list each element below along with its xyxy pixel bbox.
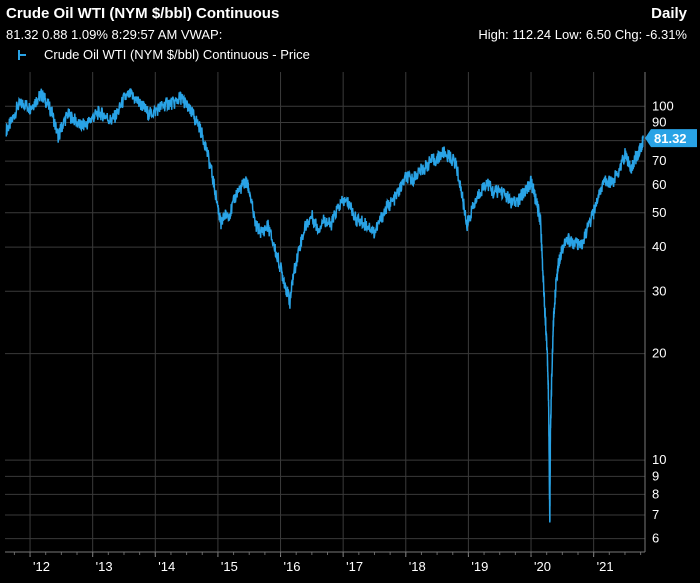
y-tick-label: 10 <box>652 452 666 467</box>
last-price-marker: 81.32 <box>645 129 697 148</box>
x-tick-label: '17 <box>346 559 363 574</box>
y-tick-label: 8 <box>652 486 659 501</box>
legend[interactable]: Crude Oil WTI (NYM $/bbl) Continuous - P… <box>14 47 310 62</box>
y-tick-label: 40 <box>652 239 666 254</box>
y-tick-label: 90 <box>652 114 666 129</box>
x-tick-label: '14 <box>158 559 175 574</box>
last-price-tag <box>645 129 697 148</box>
range-stats: High: 112.24 Low: 6.50 Chg: -6.31% <box>478 27 687 42</box>
x-tick-label: '12 <box>33 559 50 574</box>
y-tick-label: 50 <box>652 205 666 220</box>
x-tick-label: '13 <box>96 559 113 574</box>
legend-line-icon <box>14 49 34 61</box>
y-tick-label: 60 <box>652 177 666 192</box>
last-price-label: 81.32 <box>654 131 687 146</box>
y-tick-label: 7 <box>652 507 659 522</box>
x-tick-label: '21 <box>597 559 614 574</box>
chart-title: Crude Oil WTI (NYM $/bbl) Continuous <box>6 5 280 22</box>
x-tick-label: '15 <box>221 559 238 574</box>
y-tick-label: 6 <box>652 531 659 546</box>
y-tick-label: 100 <box>652 98 674 113</box>
x-tick-label: '20 <box>534 559 551 574</box>
frequency-label[interactable]: Daily <box>651 5 687 22</box>
price-series-line <box>5 87 644 523</box>
quote-line: 81.32 0.88 1.09% 8:29:57 AM VWAP: <box>6 27 223 42</box>
x-tick-label: '16 <box>284 559 301 574</box>
y-tick-label: 20 <box>652 346 666 361</box>
x-tick-label: '19 <box>471 559 488 574</box>
legend-label: Crude Oil WTI (NYM $/bbl) Continuous - P… <box>44 47 310 62</box>
x-tick-label: '18 <box>409 559 426 574</box>
y-tick-label: 9 <box>652 468 659 483</box>
y-tick-label: 70 <box>652 153 666 168</box>
grid-lines <box>5 72 645 552</box>
y-tick-label: 30 <box>652 283 666 298</box>
x-axis: '12 '13 '14 '15 '16 '17 '18 '19 '20 '21 <box>5 551 645 574</box>
